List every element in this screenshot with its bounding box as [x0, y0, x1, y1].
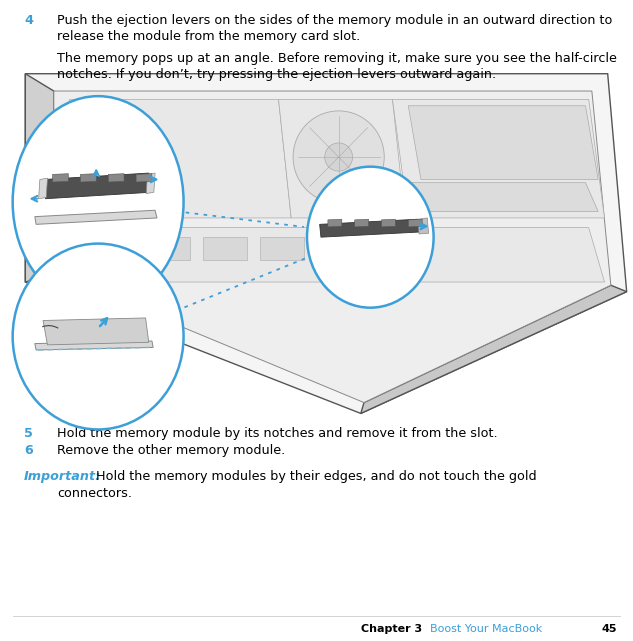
Bar	[260, 237, 304, 260]
Polygon shape	[408, 106, 598, 179]
Text: Remove the other memory module.: Remove the other memory module.	[57, 444, 285, 457]
Polygon shape	[328, 219, 342, 227]
Polygon shape	[408, 219, 422, 227]
Bar	[92, 237, 136, 260]
Polygon shape	[354, 219, 368, 227]
Polygon shape	[53, 174, 68, 182]
Polygon shape	[70, 228, 605, 282]
Polygon shape	[392, 99, 605, 218]
Text: 6: 6	[24, 444, 33, 457]
Polygon shape	[80, 174, 96, 182]
Text: Boost Your MacBook: Boost Your MacBook	[430, 624, 542, 634]
Polygon shape	[382, 219, 396, 227]
Text: Chapter 3: Chapter 3	[361, 624, 422, 634]
Text: Push the ejection levers on the sides of the memory module in an outward directi: Push the ejection levers on the sides of…	[57, 14, 612, 27]
Text: release the module from the memory card slot.: release the module from the memory card …	[57, 30, 360, 43]
Text: The memory pops up at an angle. Before removing it, make sure you see the half-c: The memory pops up at an angle. Before r…	[57, 52, 617, 65]
Polygon shape	[418, 218, 429, 234]
Polygon shape	[35, 341, 153, 350]
Text: Hold the memory module by its notches and remove it from the slot.: Hold the memory module by its notches an…	[57, 427, 498, 440]
Bar	[361, 247, 386, 265]
Bar	[203, 237, 247, 260]
Polygon shape	[39, 178, 47, 199]
Polygon shape	[279, 99, 405, 218]
Polygon shape	[44, 173, 150, 199]
Ellipse shape	[13, 96, 184, 308]
Polygon shape	[408, 183, 598, 212]
Circle shape	[325, 143, 353, 171]
Ellipse shape	[307, 167, 434, 308]
Polygon shape	[320, 219, 419, 237]
Polygon shape	[361, 285, 627, 413]
Text: 4: 4	[24, 14, 33, 27]
Polygon shape	[25, 74, 627, 413]
Text: Hold the memory modules by their edges, and do not touch the gold: Hold the memory modules by their edges, …	[92, 470, 536, 483]
Polygon shape	[108, 174, 124, 182]
Polygon shape	[25, 74, 54, 282]
Bar	[320, 244, 351, 263]
Text: 45: 45	[602, 624, 617, 634]
Text: Important:: Important:	[24, 470, 101, 483]
Polygon shape	[54, 91, 611, 403]
Circle shape	[293, 111, 384, 203]
Ellipse shape	[13, 244, 184, 429]
Polygon shape	[70, 99, 291, 218]
Polygon shape	[146, 173, 155, 194]
Text: notches. If you don’t, try pressing the ejection levers outward again.: notches. If you don’t, try pressing the …	[57, 68, 496, 81]
Polygon shape	[136, 174, 152, 182]
Text: 5: 5	[24, 427, 33, 440]
Polygon shape	[35, 210, 157, 224]
Polygon shape	[43, 318, 149, 345]
Bar	[146, 237, 190, 260]
Text: connectors.: connectors.	[57, 487, 132, 500]
